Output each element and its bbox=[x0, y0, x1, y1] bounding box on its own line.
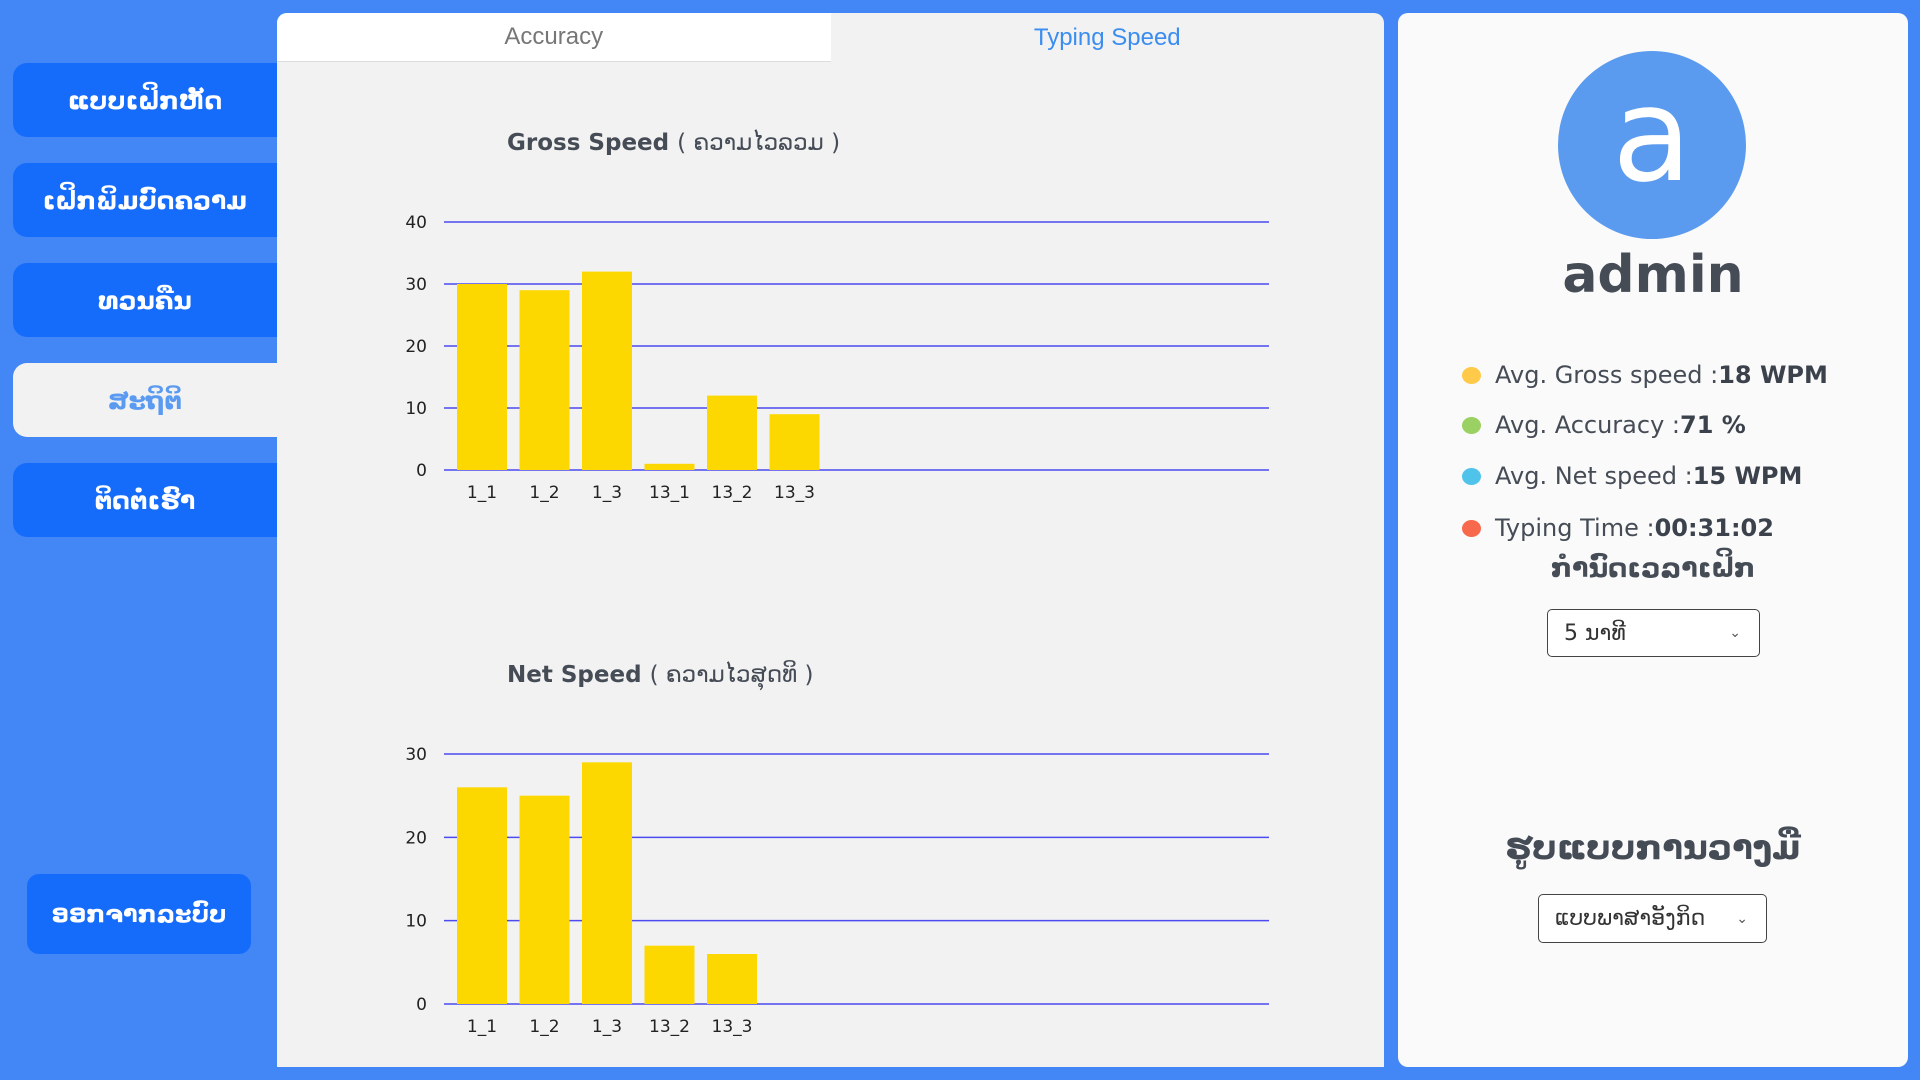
stat-value: 18 WPM bbox=[1718, 361, 1828, 389]
x-tick-label: 1_1 bbox=[467, 1017, 497, 1037]
stat-label: Avg. Accuracy : bbox=[1495, 411, 1680, 439]
hand-selected-value: ແບບພາສາອັງກິດ bbox=[1555, 906, 1706, 931]
main-panel: Accuracy Typing Speed Gross Speed ( ຄວາມ… bbox=[277, 13, 1384, 1067]
y-tick-label: 10 bbox=[405, 399, 427, 419]
y-tick-label: 0 bbox=[416, 461, 427, 481]
gross-speed-chart: 0 10 20 30 40 1_1 1_2 1_3 13_1 13_2 13_3 bbox=[405, 213, 1269, 503]
bar-1_1 bbox=[457, 284, 507, 470]
bar-1_1 bbox=[457, 787, 507, 1004]
sidebar-item-statistics[interactable]: ສະຖິຕິ bbox=[13, 363, 277, 437]
logout-label: ອອກຈາກລະບົບ bbox=[51, 900, 227, 928]
logout-button[interactable]: ອອກຈາກລະບົບ bbox=[27, 874, 251, 954]
x-tick-label: 13_1 bbox=[649, 483, 690, 503]
stat-value: 15 WPM bbox=[1692, 462, 1803, 490]
username: admin bbox=[1562, 245, 1744, 305]
tab-bar: Accuracy Typing Speed bbox=[277, 13, 1384, 62]
green-dot-icon bbox=[1462, 416, 1481, 434]
timer-title: ກຳນົດເວລາເຝິກ bbox=[1550, 553, 1756, 584]
bar-13_3 bbox=[707, 954, 757, 1004]
net-speed-chart: 0 10 20 30 1_1 1_2 1_3 13_2 13_3 bbox=[405, 745, 1269, 1037]
blue-dot-icon bbox=[1462, 467, 1481, 485]
sidebar-item-typing-article[interactable]: ເຝິກພິມບົດຄວາມ bbox=[13, 163, 277, 237]
stat-gross-speed: Avg. Gross speed :18 WPM bbox=[1462, 361, 1828, 389]
y-tick-label: 20 bbox=[405, 337, 427, 357]
bar-1_2 bbox=[519, 290, 570, 470]
x-tick-label: 13_2 bbox=[712, 483, 753, 503]
tab-typing-speed[interactable]: Typing Speed bbox=[1033, 23, 1181, 51]
stat-value: 71 % bbox=[1680, 411, 1746, 439]
y-tick-label: 10 bbox=[405, 912, 427, 932]
x-tick-label: 1_3 bbox=[592, 1017, 622, 1037]
gross-speed-chart-title: Gross Speed ( ຄວາມໄວລວມ ) bbox=[507, 130, 840, 156]
chart-title-text: Gross Speed bbox=[507, 130, 670, 156]
bar-1_3 bbox=[582, 762, 632, 1004]
timer-select[interactable]: 5 ນາທີ ⌄ bbox=[1547, 609, 1760, 657]
hand-position-title: ຮູບແບບການວາງມື bbox=[1505, 828, 1801, 868]
bar-1_3 bbox=[582, 271, 632, 470]
chart-subtitle-text: ( ຄວາມໄວລວມ ) bbox=[677, 130, 841, 156]
avatar: a bbox=[1558, 51, 1746, 239]
profile-panel: a admin Avg. Gross speed :18 WPM Avg. Ac… bbox=[1398, 13, 1908, 1067]
tab-accuracy[interactable]: Accuracy bbox=[277, 13, 831, 62]
sidebar-item-exercises[interactable]: ແບບເຝິກຫັດ bbox=[13, 63, 277, 137]
x-tick-label: 1_1 bbox=[467, 483, 497, 503]
y-tick-label: 30 bbox=[405, 275, 427, 295]
chart-title-text: Net Speed bbox=[507, 662, 642, 688]
chevron-down-icon: ⌄ bbox=[1736, 910, 1748, 927]
sidebar-item-label: ຕິດຕໍ່ເຮົາ bbox=[94, 485, 196, 515]
y-tick-label: 30 bbox=[405, 745, 427, 765]
stat-label: Typing Time : bbox=[1495, 514, 1655, 542]
sidebar-item-contact[interactable]: ຕິດຕໍ່ເຮົາ bbox=[13, 463, 277, 537]
stat-label: Avg. Net speed : bbox=[1495, 462, 1693, 490]
sidebar-item-label: ເຝິກພິມບົດຄວາມ bbox=[42, 185, 248, 215]
bar-13_2 bbox=[707, 395, 757, 470]
x-tick-label: 13_3 bbox=[712, 1017, 753, 1037]
stat-label: Avg. Gross speed : bbox=[1495, 361, 1719, 389]
red-dot-icon bbox=[1462, 519, 1481, 537]
timer-selected-value: 5 ນາທີ bbox=[1564, 620, 1626, 646]
bar-13_3 bbox=[769, 414, 820, 470]
x-tick-label: 13_3 bbox=[774, 483, 815, 503]
x-tick-label: 1_2 bbox=[529, 483, 559, 503]
stat-accuracy: Avg. Accuracy :71 % bbox=[1462, 411, 1746, 439]
stat-typing-time: Typing Time :00:31:02 bbox=[1462, 514, 1774, 542]
bar-13_2 bbox=[644, 945, 695, 1004]
stat-value: 00:31:02 bbox=[1654, 514, 1774, 542]
avatar-letter: a bbox=[1612, 59, 1692, 211]
net-speed-chart-title: Net Speed ( ຄວາມໄວສຸດທິ ) bbox=[507, 662, 814, 688]
bar-13_1 bbox=[644, 463, 695, 470]
x-tick-label: 1_2 bbox=[529, 1017, 559, 1037]
y-tick-label: 0 bbox=[416, 995, 427, 1015]
sidebar-item-label: ທວນຄືນ bbox=[98, 285, 192, 315]
sidebar-item-label: ສະຖິຕິ bbox=[107, 385, 183, 415]
hand-position-select[interactable]: ແບບພາສາອັງກິດ ⌄ bbox=[1538, 894, 1767, 943]
yellow-dot-icon bbox=[1462, 366, 1481, 384]
x-tick-label: 1_3 bbox=[592, 483, 622, 503]
sidebar-item-label: ແບບເຝິກຫັດ bbox=[67, 85, 223, 115]
bar-1_2 bbox=[519, 795, 570, 1004]
y-tick-label: 20 bbox=[405, 828, 427, 848]
chevron-down-icon: ⌄ bbox=[1729, 625, 1741, 641]
stat-net-speed: Avg. Net speed :15 WPM bbox=[1462, 462, 1802, 490]
chart-subtitle-text: ( ຄວາມໄວສຸດທິ ) bbox=[649, 662, 814, 688]
y-tick-label: 40 bbox=[405, 213, 427, 233]
sidebar-item-review[interactable]: ທວນຄືນ bbox=[13, 263, 277, 337]
x-tick-label: 13_2 bbox=[649, 1017, 690, 1037]
